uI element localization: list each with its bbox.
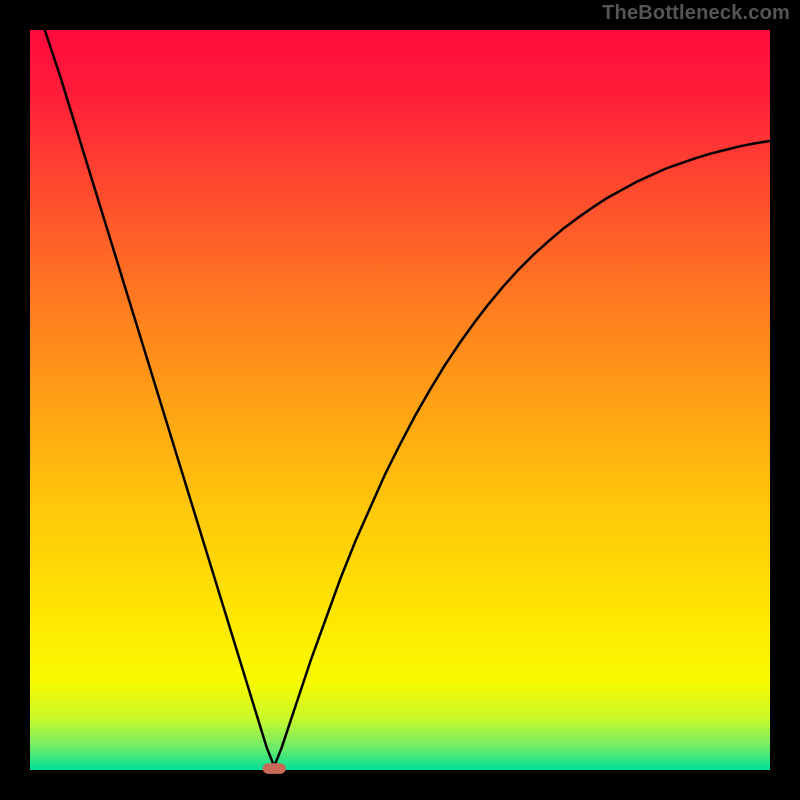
plot-background <box>30 30 770 770</box>
bottleneck-chart <box>0 0 800 800</box>
optimum-marker <box>263 764 285 774</box>
frame-border-right <box>770 0 800 800</box>
watermark-text: TheBottleneck.com <box>602 2 790 25</box>
frame-border-left <box>0 0 30 800</box>
chart-container: TheBottleneck.com <box>0 0 800 800</box>
frame-border-bottom <box>0 770 800 800</box>
